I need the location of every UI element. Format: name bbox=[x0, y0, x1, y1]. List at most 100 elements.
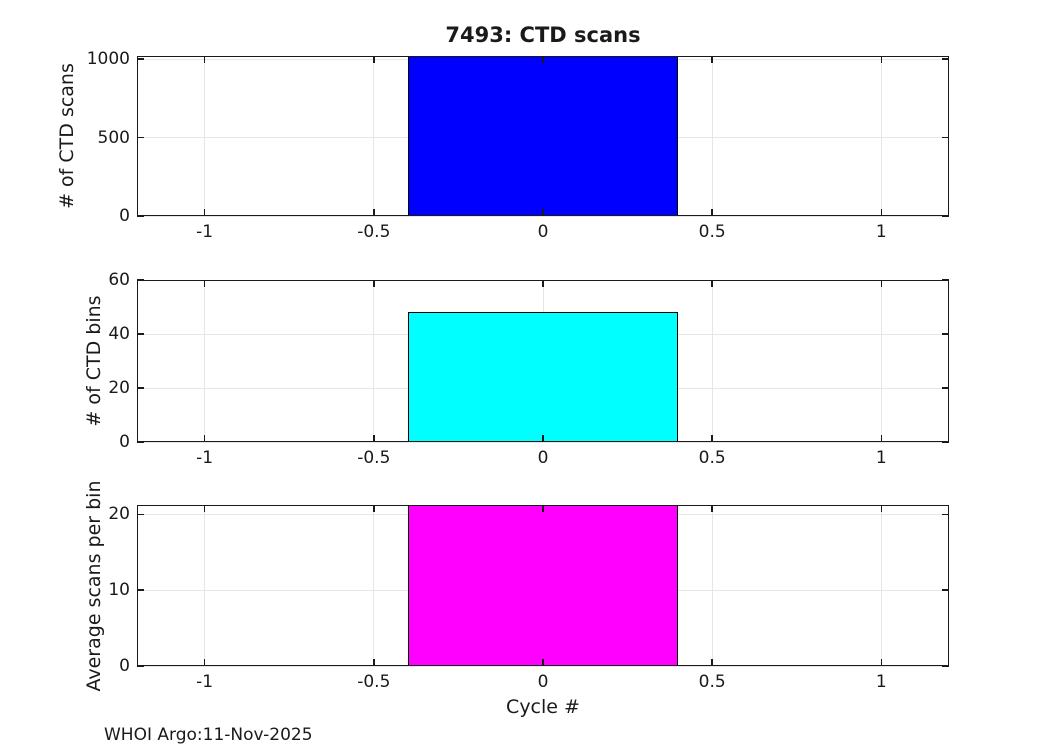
axes-frame bbox=[137, 505, 949, 666]
y-tick-label: 20 bbox=[108, 378, 130, 398]
x-tick-label: -1 bbox=[196, 448, 214, 468]
x-tick-label: 1 bbox=[875, 448, 887, 468]
x-tick-label: 0.5 bbox=[698, 448, 726, 468]
y-tick-label: 500 bbox=[97, 127, 130, 148]
x-tick-label: -1 bbox=[196, 222, 214, 242]
tick-mark bbox=[203, 280, 206, 287]
tick-mark bbox=[880, 505, 883, 512]
tick-mark bbox=[373, 435, 375, 442]
tick-mark bbox=[203, 659, 206, 666]
tick-mark bbox=[137, 333, 144, 335]
tick-mark bbox=[373, 56, 375, 63]
gridline bbox=[137, 441, 949, 443]
tick-mark bbox=[942, 665, 949, 667]
gridline bbox=[373, 505, 375, 666]
tick-mark bbox=[880, 280, 883, 287]
subplot-ctd-bins bbox=[137, 279, 949, 443]
y-tick-label: 0 bbox=[119, 656, 130, 676]
tick-mark bbox=[880, 56, 883, 63]
tick-mark bbox=[942, 387, 949, 389]
tick-mark bbox=[373, 659, 375, 666]
x-tick-label: -1 bbox=[196, 672, 214, 692]
x-tick-label: -0.5 bbox=[357, 448, 391, 468]
gridline bbox=[204, 505, 206, 666]
subplot-ctd-scans bbox=[137, 56, 949, 217]
tick-mark bbox=[942, 441, 949, 443]
y-tick-label: 10 bbox=[108, 580, 130, 601]
subplot-avg-scans-per-bin bbox=[137, 505, 949, 667]
tick-mark bbox=[203, 56, 206, 63]
tick-mark bbox=[711, 56, 713, 63]
tick-mark bbox=[942, 136, 949, 139]
gridline bbox=[711, 56, 713, 216]
tick-mark bbox=[711, 280, 713, 287]
gridline bbox=[880, 505, 882, 666]
x-tick-label: 0 bbox=[537, 672, 549, 692]
tick-mark bbox=[137, 589, 144, 591]
gridline bbox=[204, 56, 206, 216]
tick-mark bbox=[542, 56, 544, 63]
avg-scans-per-bin-bar bbox=[407, 505, 679, 666]
tick-mark bbox=[137, 279, 144, 281]
tick-mark bbox=[542, 280, 544, 287]
x-tick-label: -0.5 bbox=[357, 222, 391, 242]
tick-mark bbox=[711, 659, 713, 666]
tick-mark bbox=[373, 280, 375, 287]
tick-mark bbox=[711, 435, 713, 442]
y-tick-label: 40 bbox=[108, 324, 130, 344]
x-tick-label: 1 bbox=[875, 222, 887, 242]
gridline bbox=[880, 56, 882, 216]
tick-mark bbox=[137, 441, 144, 443]
tick-mark bbox=[137, 58, 144, 60]
footer-watermark: WHOI Argo:11-Nov-2025 bbox=[104, 725, 313, 745]
tick-mark bbox=[880, 209, 883, 216]
y-tick-label: 20 bbox=[108, 504, 130, 525]
tick-mark bbox=[203, 209, 206, 216]
tick-mark bbox=[373, 209, 375, 216]
ctd-scans-bar bbox=[407, 56, 679, 216]
tick-mark bbox=[942, 333, 949, 335]
gridline bbox=[880, 280, 882, 442]
tick-mark bbox=[203, 505, 206, 512]
axes-frame bbox=[137, 56, 949, 216]
tick-mark bbox=[137, 513, 144, 516]
x-tick-label: 0 bbox=[537, 222, 549, 242]
tick-mark bbox=[203, 435, 206, 442]
gridline bbox=[711, 505, 713, 666]
tick-mark bbox=[137, 215, 144, 217]
tick-mark bbox=[542, 209, 544, 216]
gridline bbox=[137, 665, 949, 667]
gridline bbox=[204, 280, 206, 442]
gridline bbox=[137, 215, 949, 217]
tick-mark bbox=[711, 505, 713, 512]
tick-mark bbox=[137, 136, 144, 139]
tick-mark bbox=[542, 435, 544, 442]
y-tick-label: 0 bbox=[119, 206, 130, 226]
x-tick-label: 0.5 bbox=[698, 222, 726, 242]
tick-mark bbox=[942, 58, 949, 60]
tick-mark bbox=[942, 215, 949, 217]
y-tick-label: 60 bbox=[108, 270, 130, 290]
y-tick-label: 1000 bbox=[86, 49, 130, 70]
x-axis-label: Cycle # bbox=[506, 696, 580, 718]
y-tick-label: 0 bbox=[119, 432, 130, 452]
gridline bbox=[373, 56, 375, 216]
tick-mark bbox=[880, 435, 883, 442]
tick-mark bbox=[711, 209, 713, 216]
tick-mark bbox=[542, 505, 544, 512]
chart-title: 7493: CTD scans bbox=[445, 23, 641, 47]
gridline bbox=[711, 280, 713, 442]
y-axis-label-ctd-scans: # of CTD scans bbox=[56, 63, 78, 209]
x-tick-label: 1 bbox=[875, 672, 887, 692]
tick-mark bbox=[373, 505, 375, 512]
y-axis-label-avg-scans-per-bin: Average scans per bin bbox=[83, 480, 105, 692]
tick-mark bbox=[137, 665, 144, 667]
gridline bbox=[373, 280, 375, 442]
tick-mark bbox=[880, 659, 883, 666]
axes-frame bbox=[137, 280, 949, 442]
tick-mark bbox=[942, 589, 949, 591]
tick-mark bbox=[942, 513, 949, 516]
x-tick-label: 0 bbox=[537, 448, 549, 468]
tick-mark bbox=[542, 659, 544, 666]
